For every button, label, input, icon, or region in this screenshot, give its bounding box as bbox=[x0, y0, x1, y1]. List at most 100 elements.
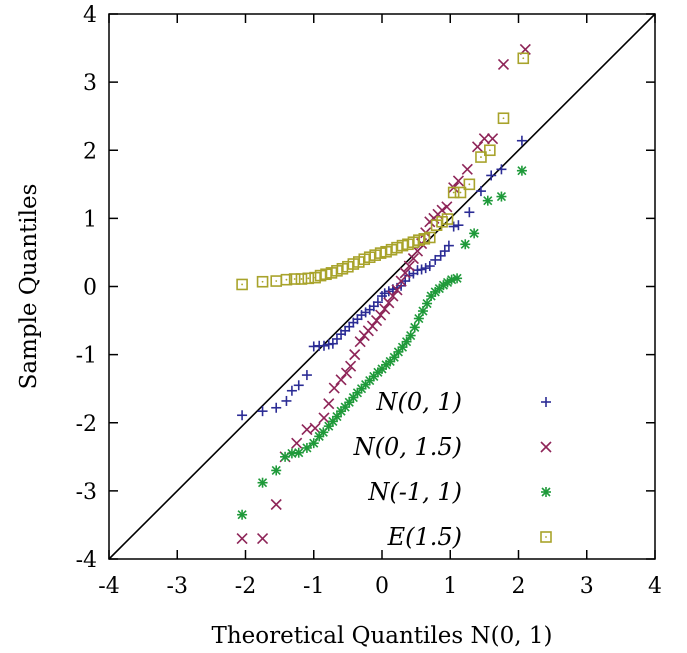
data-point bbox=[335, 374, 347, 386]
data-point bbox=[308, 438, 319, 449]
data-point bbox=[293, 380, 304, 391]
data-point bbox=[291, 437, 303, 449]
data-point bbox=[383, 297, 395, 309]
data-point bbox=[257, 406, 268, 417]
data-point bbox=[270, 498, 282, 511]
legend-marker bbox=[541, 397, 551, 407]
data-point bbox=[405, 330, 416, 341]
y-tick-label: -4 bbox=[76, 548, 97, 573]
data-point bbox=[446, 274, 457, 285]
data-points bbox=[236, 43, 531, 545]
x-tick-labels: -4 -3 -2 -1 0 1 2 3 4 bbox=[98, 574, 662, 599]
data-point bbox=[302, 272, 315, 285]
data-point bbox=[497, 112, 510, 125]
data-point bbox=[318, 340, 329, 351]
data-point bbox=[236, 278, 248, 291]
data-point bbox=[447, 186, 460, 199]
data-point bbox=[409, 322, 420, 333]
y-tick-label: -1 bbox=[76, 344, 97, 369]
data-point bbox=[280, 273, 293, 286]
legend-label: E(1.5) bbox=[387, 523, 462, 551]
data-point bbox=[496, 191, 507, 202]
data-point bbox=[288, 273, 301, 285]
axis-ticks bbox=[108, 13, 656, 560]
data-point bbox=[293, 447, 304, 458]
x-tick-label: 3 bbox=[580, 574, 594, 599]
data-point bbox=[464, 207, 475, 218]
data-point bbox=[441, 213, 454, 225]
data-point bbox=[345, 360, 357, 372]
data-point bbox=[331, 411, 342, 422]
data-point bbox=[370, 314, 383, 327]
data-point bbox=[328, 382, 340, 394]
x-tick-label: -2 bbox=[235, 574, 256, 599]
data-point bbox=[399, 267, 411, 279]
x-tick-label: -4 bbox=[98, 574, 119, 599]
data-point bbox=[256, 275, 269, 288]
series-2 bbox=[236, 43, 531, 545]
y-tick-label: -2 bbox=[76, 412, 97, 437]
data-point bbox=[496, 164, 507, 175]
data-point bbox=[401, 336, 412, 347]
x-tick-label: -3 bbox=[167, 574, 188, 599]
data-point bbox=[452, 175, 465, 187]
data-point bbox=[354, 336, 366, 348]
y-tick-label: 3 bbox=[83, 71, 97, 96]
data-point bbox=[281, 395, 292, 406]
data-point bbox=[413, 313, 424, 324]
identity-line bbox=[108, 13, 656, 560]
data-point bbox=[478, 133, 490, 145]
data-point bbox=[482, 195, 493, 206]
data-point bbox=[448, 221, 459, 232]
data-point bbox=[424, 261, 435, 272]
data-point bbox=[270, 275, 283, 287]
data-point bbox=[271, 465, 282, 476]
data-point bbox=[379, 303, 391, 315]
data-point bbox=[366, 320, 379, 332]
data-point bbox=[441, 201, 453, 213]
legend-marker bbox=[540, 441, 552, 453]
data-point bbox=[395, 275, 407, 287]
x-tick-label: 4 bbox=[648, 574, 662, 599]
data-point bbox=[236, 532, 248, 545]
data-point bbox=[454, 186, 467, 199]
legend-label: N(0, 1.5) bbox=[353, 433, 462, 461]
data-point bbox=[430, 254, 441, 265]
data-point bbox=[516, 135, 527, 146]
y-tick-label: -3 bbox=[76, 480, 97, 505]
data-point bbox=[417, 306, 428, 317]
legend-label: N(0, 1) bbox=[375, 388, 462, 416]
data-point bbox=[257, 477, 268, 488]
data-point bbox=[375, 309, 387, 321]
data-point bbox=[301, 370, 312, 381]
data-point bbox=[484, 144, 496, 157]
legend-marker bbox=[541, 487, 551, 497]
data-point bbox=[340, 367, 353, 379]
data-point bbox=[423, 231, 436, 244]
data-point bbox=[460, 239, 471, 250]
data-point bbox=[422, 298, 433, 309]
data-point bbox=[372, 297, 383, 308]
data-point bbox=[323, 398, 335, 410]
data-point bbox=[452, 273, 463, 284]
data-point bbox=[461, 163, 473, 175]
data-point bbox=[256, 532, 269, 545]
data-point bbox=[475, 151, 487, 163]
data-point bbox=[301, 442, 312, 453]
data-point bbox=[497, 58, 510, 70]
legend-marker bbox=[540, 531, 552, 543]
y-tick-label: 4 bbox=[83, 3, 97, 28]
data-point bbox=[517, 52, 530, 65]
series-3 bbox=[237, 165, 527, 520]
x-axis-title: Theoretical Quantiles N(0, 1) bbox=[212, 623, 553, 649]
data-point bbox=[486, 133, 499, 145]
data-point bbox=[318, 412, 330, 424]
data-point bbox=[475, 186, 486, 197]
data-point bbox=[443, 240, 454, 251]
y-tick-label: 2 bbox=[83, 139, 97, 164]
data-point bbox=[439, 246, 450, 257]
data-point bbox=[237, 509, 248, 520]
x-tick-label: 1 bbox=[443, 574, 457, 599]
data-point bbox=[397, 342, 408, 353]
